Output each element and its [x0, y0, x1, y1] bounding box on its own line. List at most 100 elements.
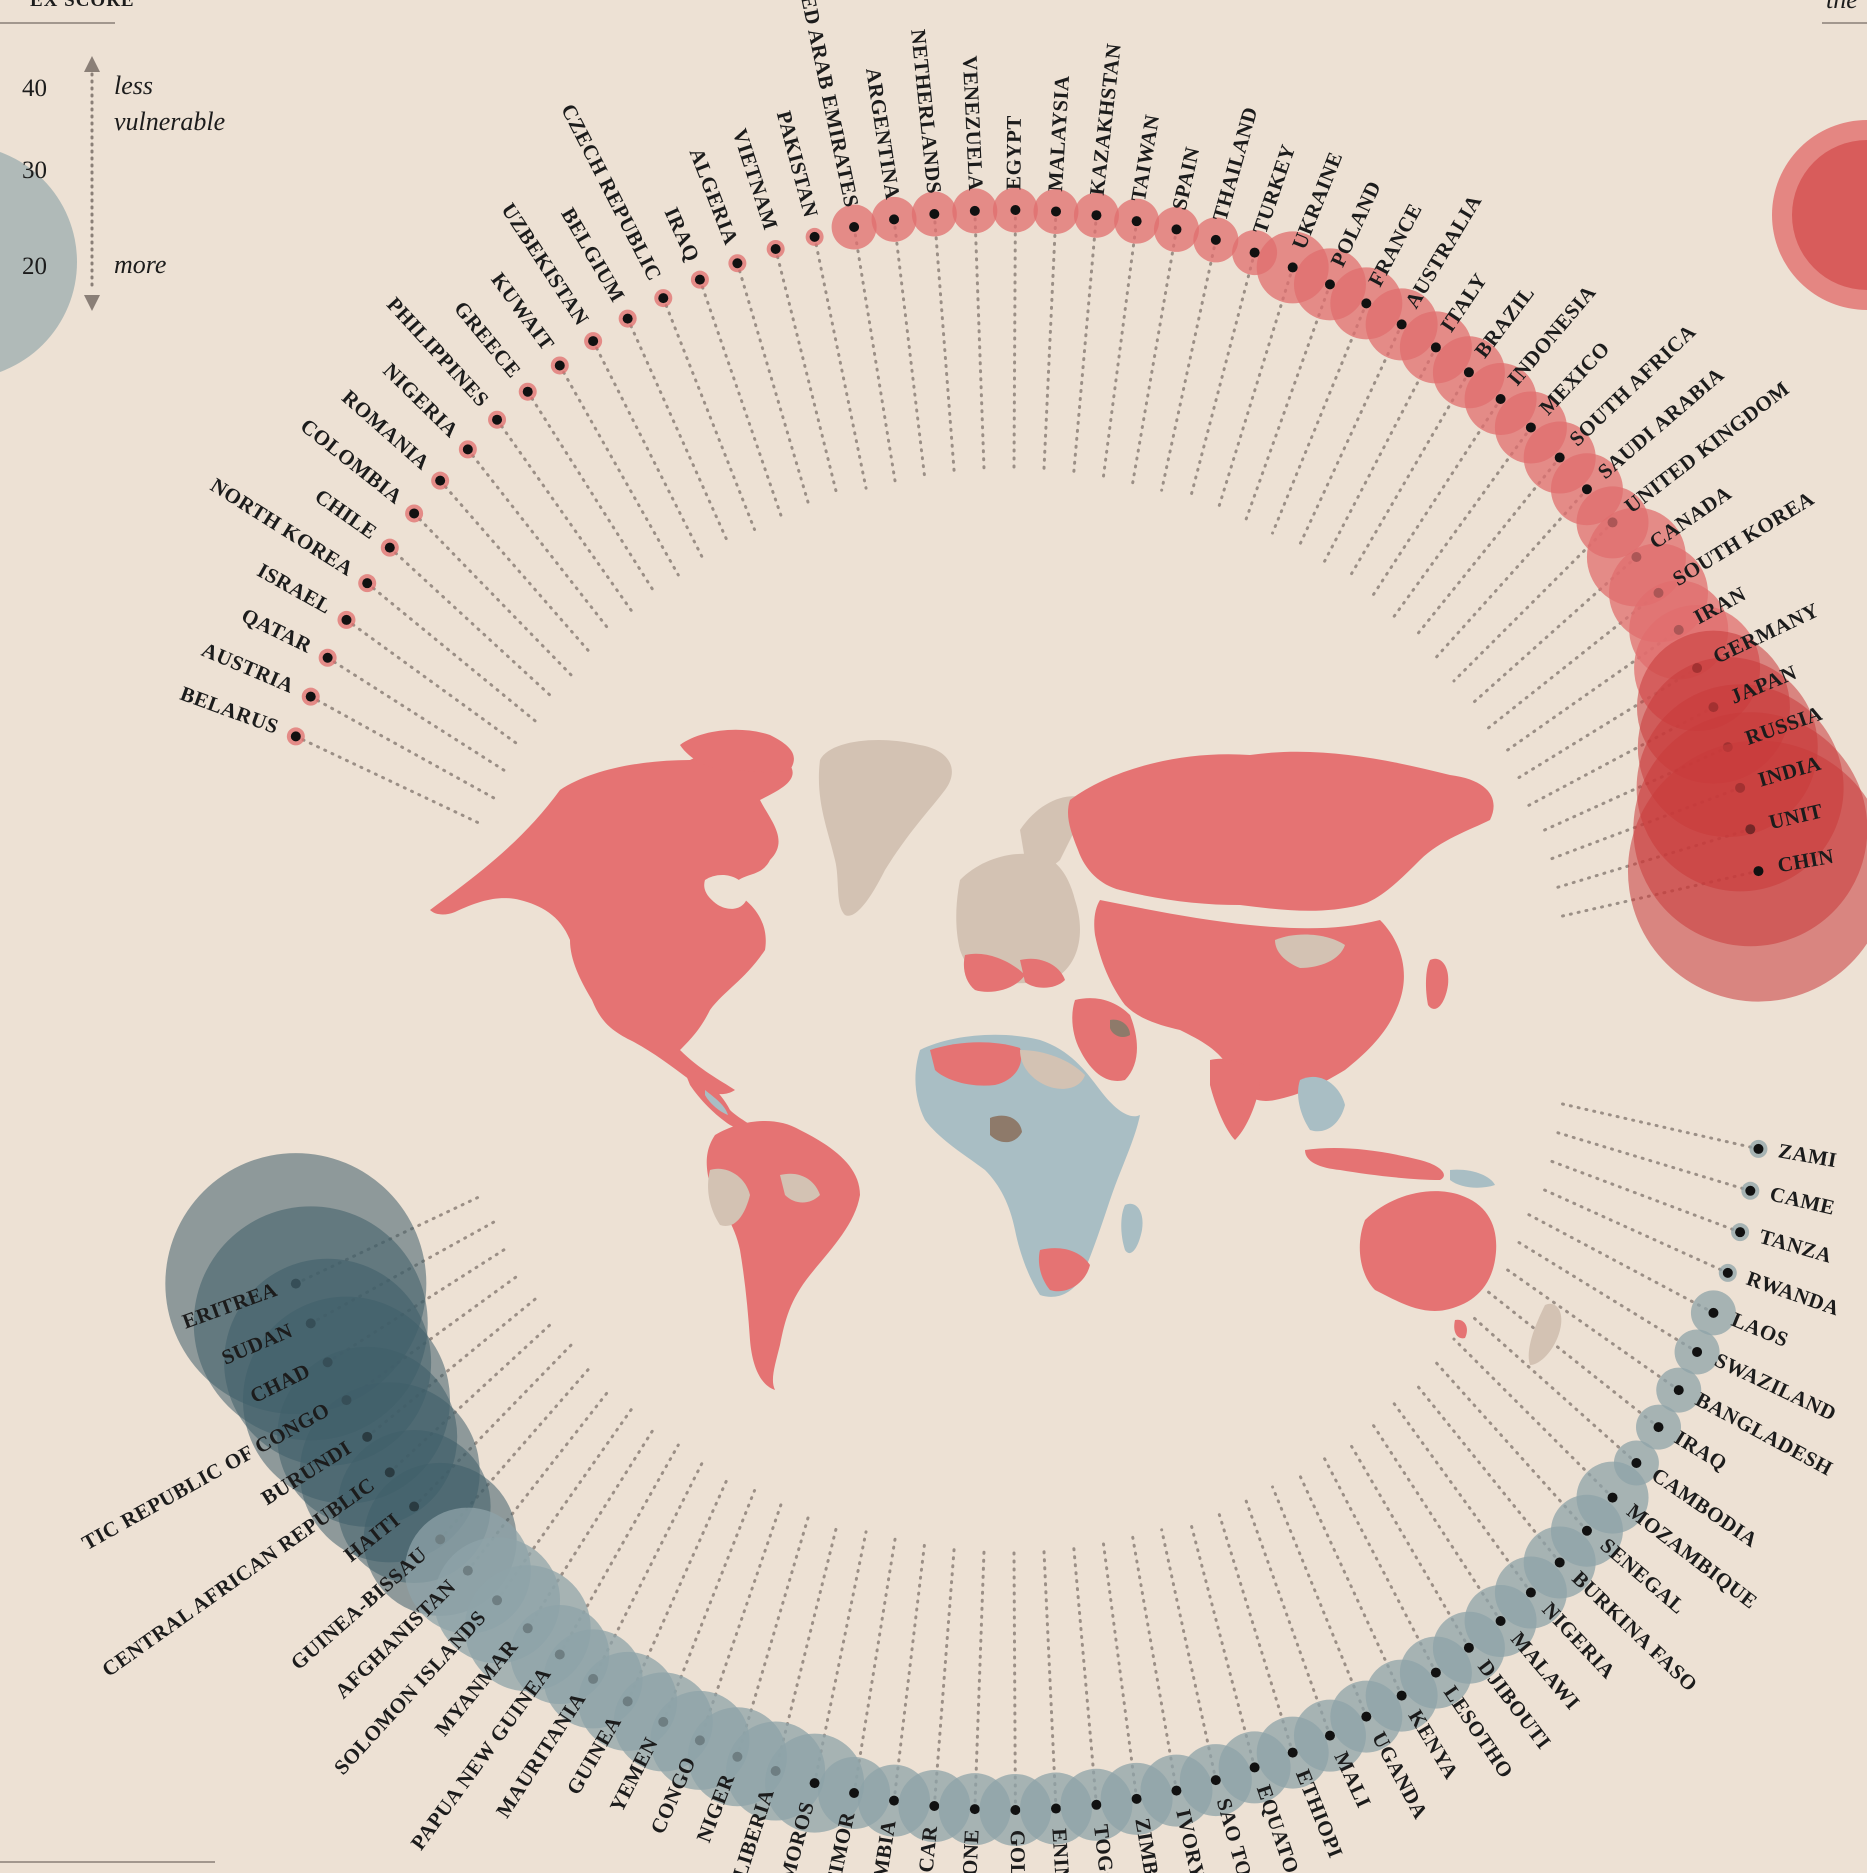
top-bubble [1627, 740, 1867, 1002]
bottom-label: TANZA [1757, 1224, 1836, 1268]
top-spoke [626, 317, 730, 545]
top-spoke [1216, 265, 1295, 511]
bottom-spoke [1452, 1337, 1615, 1500]
india [1210, 1058, 1260, 1140]
top-dot [1581, 484, 1592, 495]
top-spoke [1101, 219, 1139, 480]
top-dot [849, 222, 860, 233]
legend-scale-20: 20 [22, 253, 47, 280]
top-spoke [1131, 227, 1178, 485]
africa [915, 1034, 1140, 1297]
top-dot [889, 214, 900, 225]
bottom-label: RWANDA [1743, 1266, 1843, 1321]
bottom-arc-bubbles [165, 1139, 1768, 1846]
top-spoke [1392, 425, 1533, 619]
europe [956, 853, 1080, 984]
top-spoke [412, 511, 573, 677]
top-label: CZECH REPUBLIC [556, 100, 667, 285]
top-dot [462, 444, 473, 455]
top-dot [341, 614, 352, 625]
top-label: TAIWAN [1126, 113, 1164, 204]
bottom-dot [1131, 1793, 1142, 1804]
legend-scale-bubble [0, 152, 77, 372]
bottom-label: SAO TO [1212, 1796, 1257, 1873]
top-label: PAKISTAN [772, 108, 823, 220]
top-arc-bubbles [286, 187, 1867, 1002]
top-spoke [1322, 345, 1438, 565]
bottom-dot [1745, 1185, 1756, 1196]
top-spoke [774, 247, 839, 498]
top-dot [1091, 210, 1102, 221]
bottom-dot [1396, 1690, 1407, 1701]
bottom-dot [1631, 1458, 1642, 1469]
top-dot [384, 542, 395, 553]
top-label: TURKEY [1248, 141, 1301, 237]
bottom-label: ENIN [1047, 1828, 1074, 1873]
bottom-label: GOLA [1006, 1830, 1030, 1873]
top-spoke [294, 734, 486, 827]
top-label: CHILE [311, 484, 382, 544]
bottom-spoke [1470, 1314, 1638, 1465]
top-label: NORTH KOREA [206, 473, 358, 581]
top-dot [1171, 224, 1182, 235]
bottom-dot [1554, 1557, 1565, 1568]
bottom-dot [969, 1804, 980, 1815]
top-dot [1324, 279, 1335, 290]
bottom-spoke [1297, 1471, 1404, 1698]
top-spoke [892, 217, 927, 478]
russia [1067, 751, 1494, 911]
corner-bubbles [1772, 120, 1867, 310]
bottom-dot [889, 1795, 900, 1806]
top-label: ARGENTINA [861, 66, 905, 201]
top-spoke [326, 656, 509, 774]
bottom-spoke [1554, 1130, 1752, 1193]
bottom-spoke [1346, 1438, 1471, 1650]
top-spoke [1160, 238, 1218, 492]
bottom-dot [1692, 1346, 1703, 1357]
bottom-spoke [1433, 1360, 1589, 1533]
bottom-spoke [1526, 1212, 1715, 1315]
central-america [680, 1060, 760, 1137]
top-dot [362, 578, 373, 589]
bottom-spoke [1216, 1509, 1295, 1755]
legend-more-label: more [114, 250, 166, 279]
bottom-spoke [1101, 1540, 1139, 1801]
bottom-spoke [1072, 1544, 1098, 1807]
japan [1425, 958, 1449, 1009]
south-america [706, 1120, 860, 1390]
bottom-label: ETHIOPI [1291, 1766, 1348, 1862]
top-dot [1753, 866, 1764, 877]
north-america [430, 747, 793, 1095]
bottom-spoke [1271, 1485, 1368, 1719]
top-dot [694, 274, 705, 285]
top-spoke [1271, 301, 1368, 535]
greenland [818, 740, 952, 916]
top-dot [522, 386, 533, 397]
top-label: KAZAKHSTAN [1085, 42, 1126, 197]
top-dot [770, 243, 781, 254]
bottom-dot [1753, 1143, 1764, 1154]
top-dot [1010, 205, 1021, 216]
bottom-spoke [852, 1537, 897, 1795]
australia [1359, 1191, 1497, 1311]
top-dot [1525, 422, 1536, 433]
bottom-spoke [892, 1542, 927, 1803]
top-dot [554, 360, 565, 371]
top-dot [1131, 216, 1142, 227]
top-spoke [1526, 705, 1715, 808]
top-dot [1287, 262, 1298, 273]
southeast-asia [1298, 1076, 1345, 1132]
legend-scale-40: 40 [22, 75, 47, 102]
bottom-label: GAMBIA [863, 1818, 901, 1873]
top-spoke [388, 546, 555, 700]
bottom-label: IVORY [1171, 1807, 1210, 1873]
top-dot [290, 731, 301, 742]
bottom-label: MALI [1329, 1748, 1376, 1812]
bottom-dot [1287, 1747, 1298, 1758]
bottom-dot [1324, 1730, 1335, 1741]
arctic-islands [680, 729, 794, 773]
top-dot [1361, 298, 1372, 309]
bottom-spoke [932, 1545, 956, 1808]
bottom-spoke [1042, 1547, 1058, 1811]
top-spoke [1188, 251, 1257, 501]
